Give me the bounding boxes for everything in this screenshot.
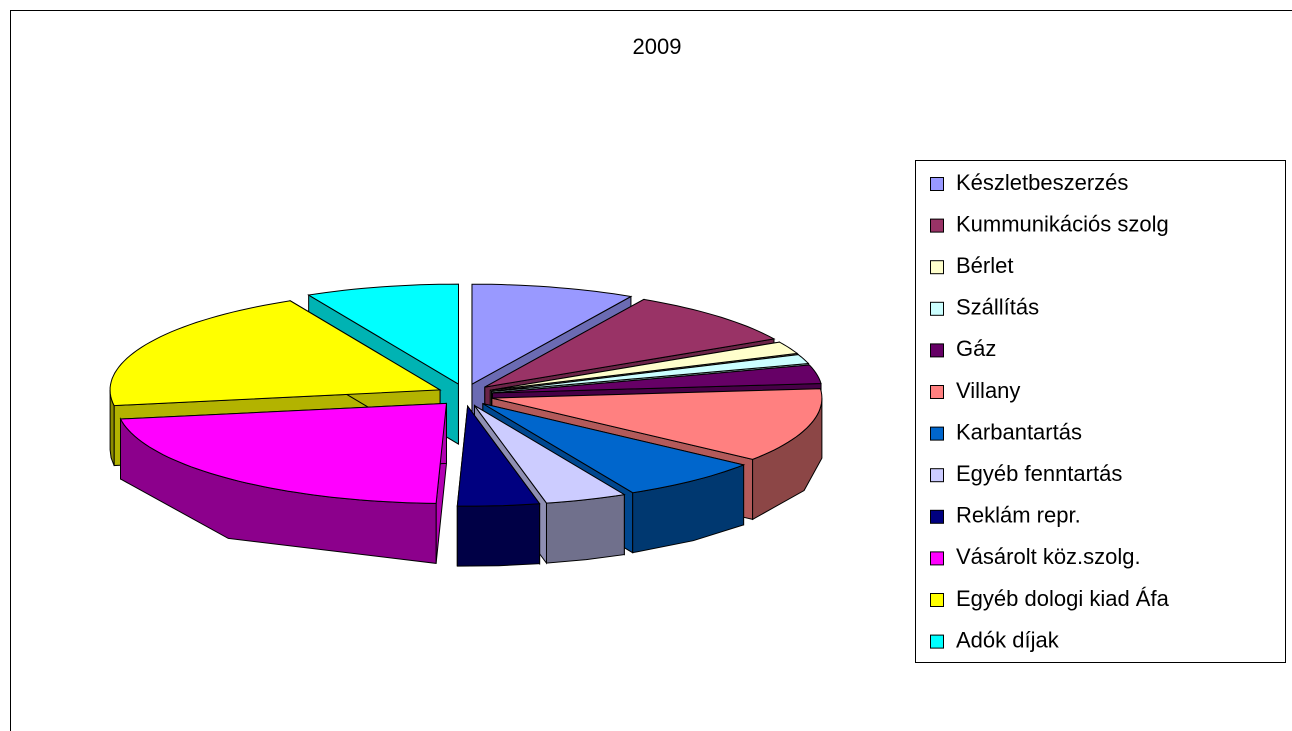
legend-swatch <box>930 218 944 233</box>
legend-label: Gáz <box>956 336 996 361</box>
slice <box>482 403 746 494</box>
legend-label: Egyéb dologi kiad Áfa <box>956 586 1170 611</box>
legend-label: Szállítás <box>956 295 1039 320</box>
slice <box>474 405 626 504</box>
legend-swatch <box>930 343 944 358</box>
legend-swatch <box>930 634 944 649</box>
slice <box>456 404 541 507</box>
slice-side <box>546 494 625 564</box>
legend-label: Kummunikációs szolg <box>956 211 1169 236</box>
legend-label: Vásárolt köz.szolg. <box>956 544 1141 569</box>
slice <box>109 300 442 407</box>
legend-swatch <box>930 509 944 524</box>
legend-swatch <box>930 177 944 191</box>
slice <box>484 298 776 388</box>
legend-swatch <box>930 301 944 316</box>
legend-label: Reklám repr. <box>956 503 1081 528</box>
legend-label: Készletbeszerzés <box>956 170 1128 195</box>
legend-label: Egyéb fenntartás <box>956 461 1122 486</box>
legend-swatch <box>930 551 944 566</box>
chart-frame <box>10 10 1292 731</box>
slice <box>119 402 448 504</box>
slice <box>491 354 810 392</box>
chart-title: 2009 <box>633 34 682 59</box>
slice <box>471 283 633 385</box>
slice-side <box>456 503 541 567</box>
slice <box>491 388 823 460</box>
legend-swatch <box>930 385 944 399</box>
legend-label: Bérlet <box>956 253 1013 278</box>
legend <box>915 160 1286 663</box>
legend-swatch <box>930 426 944 441</box>
legend-swatch <box>930 593 944 607</box>
slice <box>490 341 799 391</box>
legend-label: Adók díjak <box>956 627 1060 652</box>
legend-swatch <box>930 260 944 275</box>
slice <box>307 283 460 385</box>
legend-label: Karbantartás <box>956 419 1082 444</box>
slice <box>492 364 822 394</box>
legend-label: Villany <box>956 378 1020 403</box>
legend-swatch <box>930 468 944 483</box>
